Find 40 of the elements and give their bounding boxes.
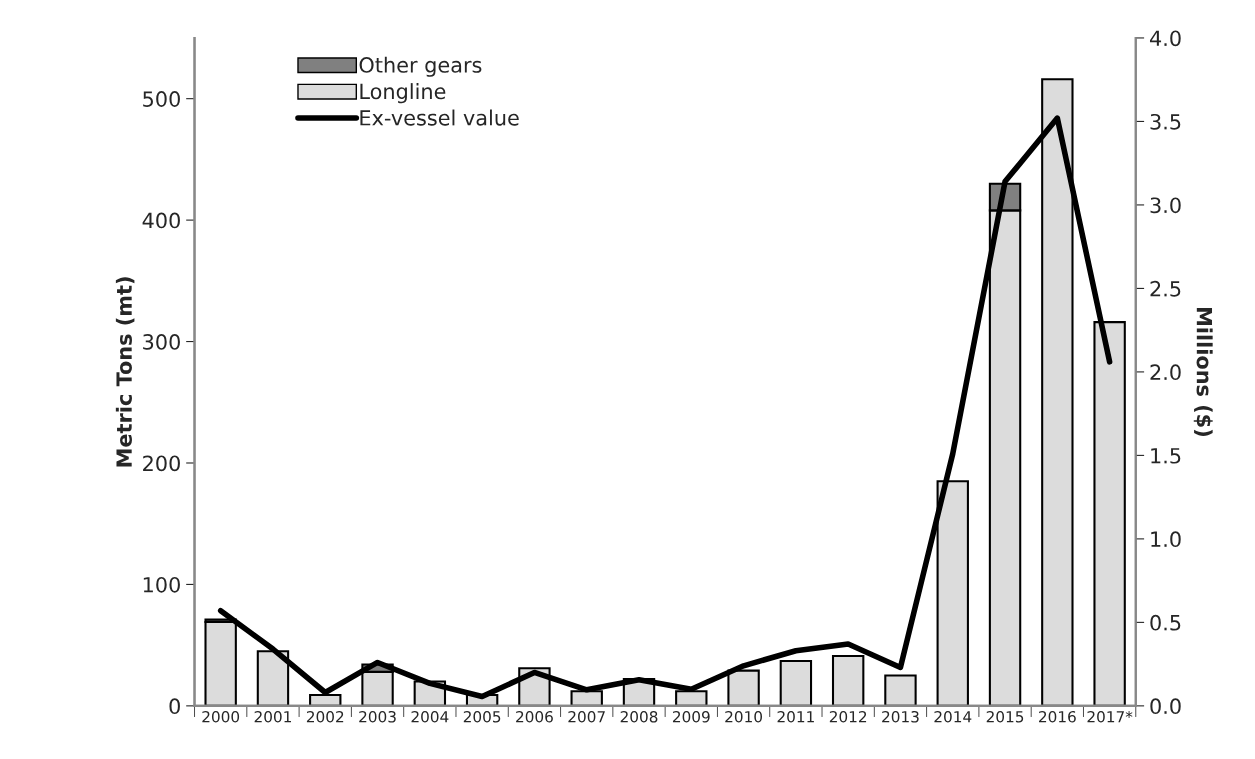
y2-tick-label: 4.0: [1149, 30, 1181, 47]
x-tick-label: 2006: [516, 711, 553, 723]
y-tick-label: 0: [169, 698, 180, 715]
x-tick-label: 2012: [829, 711, 867, 723]
x-tick-label: 2014: [934, 711, 972, 723]
x-tick-label: 2008: [620, 711, 658, 723]
x-tick-label: 2004: [411, 711, 449, 723]
x-tick-label: 2009: [672, 711, 710, 723]
x-tick-label: 2015: [986, 711, 1024, 723]
bar: [779, 659, 813, 706]
y2-tick-label: 1.5: [1151, 448, 1181, 464]
y2-axis-title: Millions ($): [1193, 308, 1213, 436]
y2-tick-label: 2.0: [1150, 364, 1181, 381]
x-tick-label: 2007: [568, 711, 605, 723]
x-tick-label: 2001: [254, 711, 291, 723]
y2-tick-label: 0.5: [1150, 614, 1181, 631]
y2-tick-label: 3.5: [1150, 113, 1181, 130]
x-tick-label: 2005: [463, 711, 501, 723]
bar: [884, 674, 917, 706]
y2-tick-label: 1.0: [1151, 531, 1181, 548]
y2-tick-label: 3.0: [1150, 197, 1181, 214]
y-tick-label: 400: [142, 212, 180, 229]
x-tick-label: 2017*: [1087, 711, 1133, 723]
y-tick-label: 500: [143, 91, 180, 107]
y-tick-label: 300: [143, 334, 180, 350]
legend-label: Ex-vessel value: [360, 109, 519, 126]
x-tick-label: 2003: [359, 711, 396, 723]
y2-tick-label: 2.5: [1150, 280, 1181, 297]
y2-tick-label: 0.0: [1150, 698, 1181, 715]
x-tick-label: 2013: [882, 711, 919, 723]
y-tick-label: 200: [143, 455, 180, 472]
x-tick-label: 2010: [725, 711, 763, 723]
legend-label: Other gears: [359, 56, 482, 77]
x-tick-label: 2002: [306, 711, 344, 723]
legend-label: Longline: [360, 83, 446, 104]
x-tick-label: 2016: [1039, 711, 1076, 723]
y-tick-label: 100: [143, 576, 180, 593]
y-axis-title: Metric Tons (mt): [115, 277, 135, 467]
x-tick-label: 2000: [202, 711, 240, 723]
x-tick-label: 2011: [777, 711, 814, 723]
